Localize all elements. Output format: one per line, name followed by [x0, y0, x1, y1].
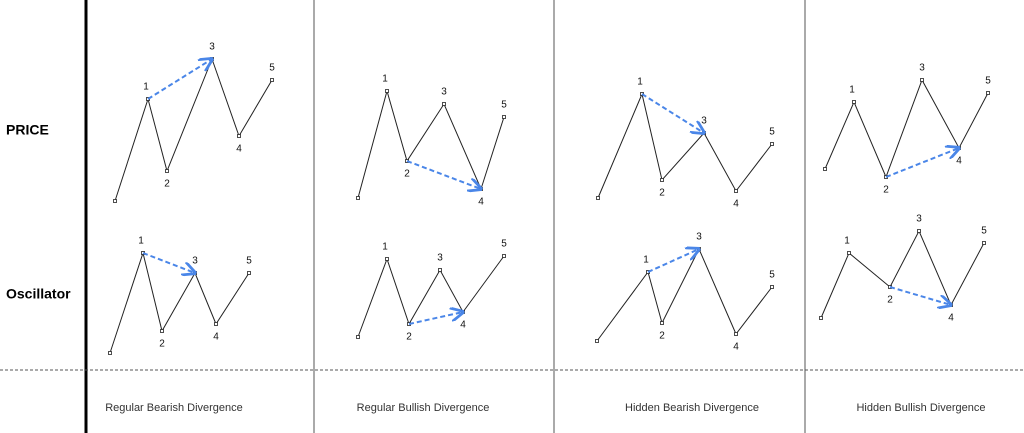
pivot-point — [160, 329, 164, 333]
pivot-point — [108, 351, 112, 355]
point-label: 5 — [246, 256, 252, 267]
point-label: 1 — [637, 77, 643, 88]
point-label: 4 — [948, 313, 954, 324]
zigzag-line — [820, 229, 985, 319]
divergence-arrow — [641, 93, 704, 133]
point-label: 2 — [659, 331, 665, 342]
pivot-point — [385, 89, 389, 93]
point-label: 5 — [269, 63, 275, 74]
pivot-point — [770, 142, 774, 146]
point-label: 5 — [981, 226, 987, 237]
point-label: 3 — [192, 256, 198, 267]
point-label: 4 — [733, 342, 739, 353]
pivot-point — [247, 271, 251, 275]
point-label: 1 — [844, 236, 850, 247]
pivot-point — [847, 251, 851, 255]
point-label: 3 — [916, 214, 922, 225]
pivot-point — [982, 241, 986, 245]
zigzag-line — [357, 255, 505, 338]
pivot-point — [660, 178, 664, 182]
column-caption: Hidden Bullish Divergence — [856, 402, 985, 414]
point-label: 1 — [849, 85, 855, 96]
point-label: 2 — [164, 179, 170, 190]
pivot-point — [113, 199, 117, 203]
pivot-point — [502, 254, 506, 258]
point-label: 4 — [460, 320, 466, 331]
divergence-arrow — [889, 286, 951, 305]
pivot-point — [165, 169, 169, 173]
zigzag-line — [824, 78, 989, 179]
point-label: 2 — [404, 169, 410, 180]
pivot-point — [356, 335, 360, 339]
point-label: 5 — [985, 76, 991, 87]
column-caption: Regular Bullish Divergence — [357, 402, 490, 414]
pivot-point — [595, 339, 599, 343]
row-label: PRICE — [6, 122, 49, 138]
pivot-point — [438, 268, 442, 272]
pivot-point — [270, 78, 274, 82]
zigzag-line — [109, 251, 250, 354]
point-label: 4 — [478, 197, 484, 208]
point-label: 2 — [883, 185, 889, 196]
point-label: 5 — [769, 270, 775, 281]
row-label: Oscillator — [6, 286, 71, 302]
pivot-point — [734, 189, 738, 193]
pivot-point — [986, 91, 990, 95]
pivot-point — [237, 134, 241, 138]
pivot-point — [920, 78, 924, 82]
point-label: 3 — [701, 116, 707, 127]
divergence-arrow — [408, 312, 463, 325]
point-label: 4 — [956, 156, 962, 167]
zigzag-line — [597, 92, 773, 199]
point-label: 2 — [406, 332, 412, 343]
point-label: 1 — [138, 236, 144, 247]
point-label: 5 — [501, 239, 507, 250]
point-label: 2 — [159, 339, 165, 350]
point-label: 3 — [696, 232, 702, 243]
point-label: 5 — [769, 127, 775, 138]
point-label: 4 — [733, 199, 739, 210]
point-label: 2 — [659, 188, 665, 199]
pivot-point — [823, 167, 827, 171]
zigzag-line — [596, 247, 773, 342]
pivot-point — [770, 285, 774, 289]
divergence-arrow — [142, 252, 195, 273]
pivot-point — [852, 100, 856, 104]
divergence-arrow — [406, 160, 481, 189]
point-label: 4 — [213, 332, 219, 343]
pivot-point — [442, 102, 446, 106]
pivot-point — [819, 316, 823, 320]
point-label: 1 — [382, 242, 388, 253]
divergence-arrow — [147, 59, 212, 100]
column-caption: Regular Bearish Divergence — [105, 402, 243, 414]
zigzag-line — [357, 89, 505, 199]
point-label: 1 — [643, 255, 649, 266]
point-label: 3 — [919, 63, 925, 74]
pivot-point — [502, 115, 506, 119]
divergence-arrow — [647, 249, 699, 273]
pivot-point — [356, 196, 360, 200]
divergence-arrow — [885, 148, 959, 178]
point-label: 1 — [382, 74, 388, 85]
point-label: 2 — [887, 295, 893, 306]
point-label: 1 — [143, 82, 149, 93]
pivot-point — [385, 257, 389, 261]
point-label: 3 — [209, 42, 215, 53]
column-caption: Hidden Bearish Divergence — [625, 402, 759, 414]
pivot-point — [596, 196, 600, 200]
point-label: 5 — [501, 100, 507, 111]
pivot-point — [734, 332, 738, 336]
pivot-point — [660, 321, 664, 325]
point-label: 3 — [437, 253, 443, 264]
point-label: 4 — [236, 144, 242, 155]
pivot-point — [917, 229, 921, 233]
point-label: 3 — [441, 87, 447, 98]
pivot-point — [214, 322, 218, 326]
zigzag-line — [114, 57, 273, 202]
